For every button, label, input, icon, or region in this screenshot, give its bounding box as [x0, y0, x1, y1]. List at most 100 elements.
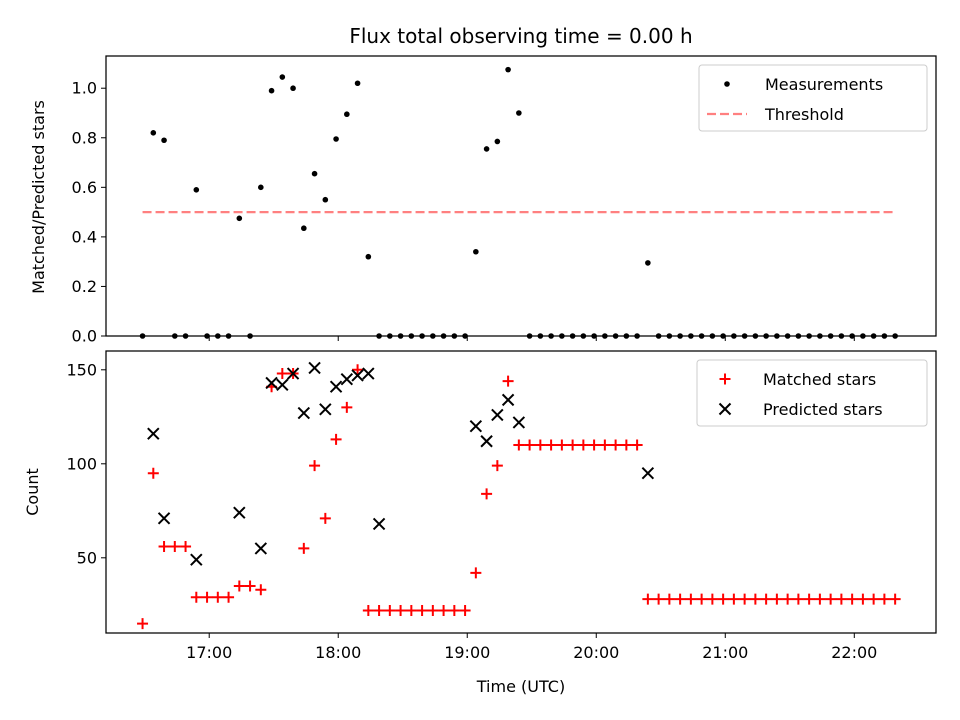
matched-star-point — [158, 541, 170, 553]
legend-label: Measurements — [765, 75, 883, 94]
matched-star-point — [427, 604, 439, 616]
predicted-star-point — [351, 369, 364, 382]
predicted-star-point — [276, 378, 289, 392]
matched-star-point — [276, 368, 288, 380]
matched-star-point — [373, 604, 385, 616]
measurement-point — [301, 225, 307, 232]
measurement-point — [505, 66, 511, 73]
measurement-point — [333, 136, 339, 142]
matched-star-point — [524, 439, 536, 451]
matched-star-point — [470, 567, 482, 579]
matched-star-point — [416, 604, 428, 616]
matched-star-point — [599, 439, 611, 451]
matched-star-point — [878, 593, 890, 605]
measurement-point — [645, 260, 651, 266]
y-tick-label: 0.4 — [72, 227, 97, 246]
measurement-point — [354, 80, 361, 87]
matched-star-point — [728, 593, 740, 605]
matched-star-point — [212, 591, 224, 603]
measurement-point — [290, 85, 296, 92]
legend-label: Matched stars — [763, 370, 876, 389]
matched-star-point — [620, 439, 632, 451]
bottom-x-axis-label: Time (UTC) — [476, 677, 565, 696]
legend-marker-predicted — [718, 402, 732, 416]
matched-star-point — [631, 439, 643, 451]
matched-star-point — [835, 593, 847, 605]
matched-star-point — [685, 593, 697, 605]
chart-title: Flux total observing time = 0.00 h — [349, 24, 692, 48]
matched-star-point — [491, 460, 503, 472]
legend-box — [696, 359, 928, 427]
legend-box — [698, 64, 928, 132]
x-tick-label: 21:00 — [702, 643, 748, 662]
top-legend: Measurements Threshold — [698, 64, 928, 132]
matched-star-point — [255, 584, 267, 596]
y-tick-label: 0.6 — [72, 178, 97, 197]
bottom-legend: Matched stars Predicted stars — [696, 359, 928, 427]
bottom-axes-frame — [105, 350, 937, 634]
matched-star-point — [567, 439, 579, 451]
matched-star-point — [513, 439, 525, 451]
matched-star-point — [556, 439, 568, 451]
matched-star-point — [846, 593, 858, 605]
x-tick-label: 22:00 — [831, 643, 877, 662]
predicted-star-point — [329, 380, 343, 393]
predicted-star-point — [265, 376, 278, 390]
x-tick-label: 19:00 — [444, 643, 490, 662]
predicted-star-point — [512, 416, 526, 429]
predicted-star-point — [308, 361, 321, 375]
measurement-point — [268, 87, 275, 94]
bottom-plot-marks — [137, 361, 901, 630]
matched-star-point — [190, 591, 202, 603]
matched-star-point — [814, 593, 826, 605]
top-axes-frame — [105, 55, 937, 337]
matched-star-point — [825, 593, 837, 605]
matched-star-point — [760, 593, 772, 605]
matched-star-point — [201, 591, 213, 603]
predicted-star-point — [157, 512, 171, 525]
predicted-star-point — [491, 408, 504, 422]
predicted-star-point — [233, 506, 246, 519]
matched-star-point — [706, 593, 718, 605]
matched-star-point — [395, 604, 407, 616]
matched-star-point — [319, 512, 331, 524]
matched-star-point — [481, 488, 493, 500]
measurement-point — [311, 170, 318, 177]
legend-label: Predicted stars — [763, 400, 883, 419]
predicted-star-point — [340, 372, 354, 386]
matched-star-point — [545, 439, 557, 451]
matched-star-point — [663, 593, 675, 605]
measurement-point — [150, 130, 157, 136]
y-tick-label: 0.2 — [72, 277, 97, 296]
predicted-star-point — [501, 393, 515, 407]
matched-star-point — [298, 542, 310, 554]
y-tick-label: 0.0 — [72, 327, 97, 346]
matched-star-point — [147, 467, 159, 479]
measurement-point — [365, 253, 372, 260]
matched-star-point — [233, 580, 245, 592]
legend-label: Threshold — [764, 105, 844, 124]
matched-star-point — [803, 593, 815, 605]
matched-star-point — [739, 593, 751, 605]
predicted-star-point — [319, 403, 332, 416]
matched-star-point — [717, 593, 729, 605]
measurement-point — [322, 196, 329, 203]
y-tick-label: 50 — [77, 548, 97, 567]
y-tick-label: 1.0 — [72, 79, 97, 98]
matched-star-point — [653, 593, 665, 605]
y-tick-label: 100 — [66, 454, 97, 473]
legend-marker-measurements — [724, 81, 730, 87]
bottom-y-axis-label: Count — [23, 468, 42, 516]
matched-star-point — [169, 541, 181, 553]
measurement-point — [516, 110, 522, 116]
bottom-subplot: Time (UTC) Count 50 100 150 17:00 18:00 19:0… — [23, 350, 937, 696]
predicted-star-point — [641, 466, 655, 480]
matched-star-point — [438, 604, 450, 616]
matched-star-point — [405, 604, 417, 616]
matched-star-point — [459, 604, 471, 616]
measurement-point — [279, 74, 286, 80]
matched-star-point — [674, 593, 686, 605]
predicted-star-point — [480, 435, 493, 448]
matched-star-point — [857, 593, 869, 605]
measurement-point — [258, 184, 264, 191]
